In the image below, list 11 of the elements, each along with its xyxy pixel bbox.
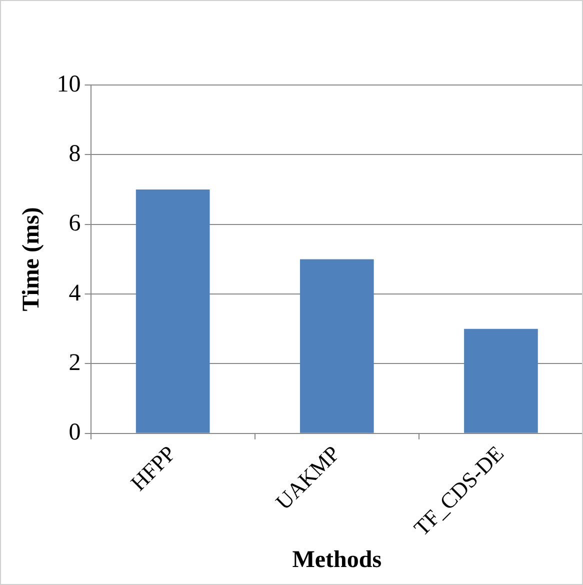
y-tick-label: 10 — [56, 71, 81, 98]
y-tick-label: 2 — [68, 350, 81, 376]
y-tick-label: 6 — [68, 210, 81, 237]
y-axis-title: Time (ms) — [18, 207, 45, 312]
y-tick-label: 8 — [68, 140, 81, 167]
bar — [136, 190, 210, 433]
y-tick-label: 4 — [68, 280, 81, 306]
bar — [464, 328, 538, 433]
bar — [300, 259, 374, 433]
x-axis-title: Methods — [292, 546, 382, 573]
y-tick-label: 0 — [68, 420, 81, 446]
